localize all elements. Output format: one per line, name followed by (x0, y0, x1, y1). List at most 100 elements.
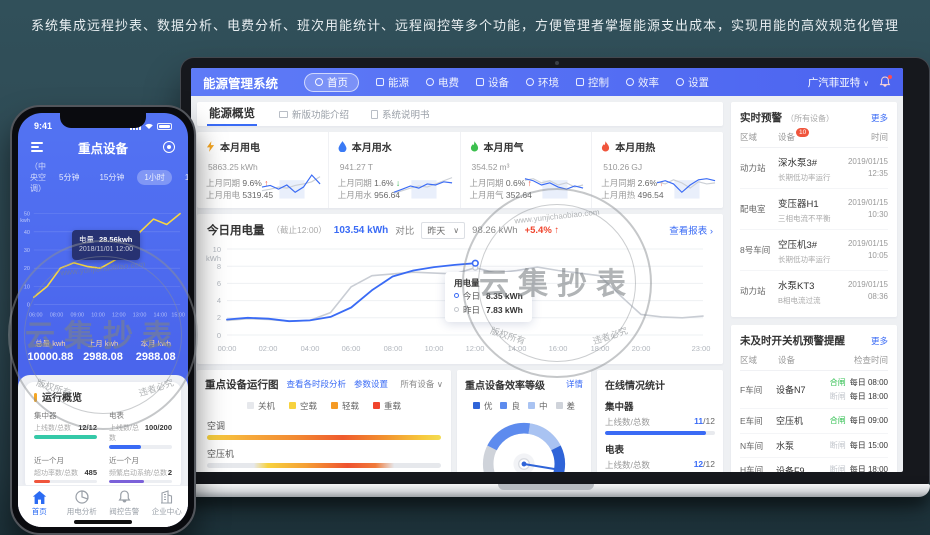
laptop-screen: 能源管理系统 首页 能源 电费 设备 环境 控制 效率 设置 广汽菲亚特 ∨ (191, 68, 903, 472)
nav-item-fee[interactable]: 电费 (426, 75, 459, 90)
stat-card-water[interactable]: 本月用水 941.27 T 上月同期 1.6% ↓ 上月用水 956.64 (327, 132, 460, 208)
phone-overview-card: 运行概览 集中器 上线数/总数 12/12 电表 上线数/总数 100/200 (25, 382, 181, 490)
run-bar-compressor (207, 462, 441, 468)
stat-total: 总量 kwh 10000.88 (27, 339, 74, 363)
gear-icon[interactable] (162, 141, 175, 153)
filter-15min[interactable]: 15分钟 (99, 173, 125, 182)
switch-row[interactable]: N车间 水泵 断闸 每日 15:00 (740, 434, 888, 459)
notification-dot (888, 75, 892, 79)
svg-text:8: 8 (217, 262, 221, 271)
legend-poor-icon (555, 402, 563, 410)
device-filter-dropdown[interactable]: 所有设备 ∨ (400, 379, 443, 390)
nav-item-efficiency[interactable]: 效率 (626, 75, 659, 90)
run-row-ac[interactable]: 空调 (207, 419, 441, 440)
tab-feature-intro[interactable]: 新版功能介绍 (279, 107, 349, 121)
phone-line-chart: 50 kwh 40 30 20 10 0 06:00 08:00 09:00 1… (18, 198, 188, 336)
view-report-link[interactable]: 查看报表 › (669, 226, 713, 238)
chart-tooltip: 用电量 今日 8.35 kWh 昨日 7.83 kWh (445, 271, 532, 323)
legend-off-icon (246, 402, 254, 410)
param-settings-link[interactable]: 参数设置 (354, 379, 389, 390)
efficiency-gauge (482, 422, 566, 472)
stat-card-gas[interactable]: 本月用气 354.52 m³ 上月同期 0.6% ↑ 上月用气 352.64 (459, 132, 592, 208)
nav-item-home[interactable]: 首页 (304, 72, 360, 92)
alert-row[interactable]: 动力站 深水泵3# 长期低功率运行 2019/01/15 12:35 (740, 148, 888, 189)
company-dropdown[interactable]: 广汽菲亚特 ∨ (807, 76, 869, 89)
filter-1day[interactable]: 1天 (184, 173, 188, 182)
efficiency-card: 重点设备效率等级 详情 优 良 中 差 (457, 369, 591, 472)
nav-item-settings[interactable]: 设置 (676, 75, 709, 90)
alert-row[interactable]: 配电室 变压器H1 三相电流不平衡 2019/01/15 10:30 (740, 189, 888, 230)
svg-text:kwh: kwh (20, 218, 30, 224)
overview-cell-restarts: 近一个月 频繁启动系统/总数 2 (109, 455, 172, 483)
nav-item-device[interactable]: 设备 (476, 75, 509, 90)
today-marker (471, 259, 479, 267)
svg-text:50: 50 (24, 212, 30, 218)
nav-item-environment[interactable]: 环境 (526, 75, 559, 90)
online-item-meter[interactable]: 电表 上线数/总数 12/12 (605, 442, 715, 472)
svg-text:40: 40 (24, 230, 30, 236)
energy-icon (376, 78, 385, 86)
yesterday-legend-dot (454, 306, 459, 312)
tab-energy-overview[interactable]: 能源概览 (207, 102, 257, 126)
stat-value: 510.26 GJ (603, 162, 643, 172)
tab-power-analysis[interactable]: 用电分析 (61, 490, 104, 517)
phone-nav-bar: 重点设备 (18, 135, 188, 159)
app-title: 能源管理系统 (203, 76, 279, 91)
svg-text:10:00: 10:00 (91, 312, 105, 318)
realtime-alert-title: 实时预警 (740, 112, 782, 124)
stat-this-month: 本月 kwh 2988.08 (135, 339, 176, 363)
switch-alert-more-link[interactable]: 更多 (870, 336, 888, 346)
overview-cell-overpower: 近一个月 超功率数/总数 485 (34, 455, 97, 483)
water-drop-icon (338, 141, 347, 152)
phone-page-title: 重点设备 (77, 141, 128, 156)
alert-row[interactable]: 动力站 水泵KT3 B相电流过流 2019/01/15 08:36 (740, 280, 888, 305)
bottom-cards-row: 重点设备运行图 查看各时段分析 参数设置 所有设备 ∨ 关机 空载 轻载 重载 (197, 369, 723, 472)
filter-5min[interactable]: 5分钟 (59, 173, 80, 182)
filter-1hour[interactable]: 1小时 (137, 170, 172, 185)
run-bar-ac (207, 434, 441, 440)
phone-stats-row: 总量 kwh 10000.88 上月 kwh 2988.08 本月 kwh 2988.… (18, 336, 188, 371)
home-indicator (74, 520, 132, 524)
svg-text:10: 10 (213, 245, 221, 254)
control-icon (576, 78, 585, 86)
delta-value: +5.4% ↑ (524, 224, 560, 236)
realtime-alert-more-link[interactable]: 更多 (870, 113, 888, 123)
menu-icon[interactable] (31, 140, 43, 155)
close-switch-tag: 合闸 (829, 378, 846, 387)
laptop-bezel: 能源管理系统 首页 能源 电费 设备 环境 控制 效率 设置 广汽菲亚特 ∨ (180, 57, 930, 484)
open-switch-tag: 断闸 (829, 440, 846, 450)
compare-select[interactable]: 昨天 ∨ (421, 221, 466, 239)
efficiency-detail-link[interactable]: 详情 (565, 379, 583, 390)
tab-home[interactable]: 首页 (18, 490, 61, 517)
phone-chart-tooltip: 电量 28.56kwh 2018/11/01 12:00 (72, 230, 140, 260)
stat-card-electricity[interactable]: 本月用电 5863.25 kWh 上月同期 9.6% ↑ 上月用电 5319.45 (197, 132, 328, 208)
nav-item-energy[interactable]: 能源 (376, 75, 409, 90)
efficiency-legend: 优 良 中 差 (465, 400, 583, 412)
pie-chart-icon (75, 490, 89, 504)
online-item-concentrator[interactable]: 集中器 上线数/总数 11/12 (605, 399, 715, 435)
sparkline-heat (656, 177, 716, 199)
svg-text:12:00: 12:00 (112, 312, 126, 318)
online-stats-title: 在线情况统计 (605, 380, 665, 392)
overview-cell-meter: 电表 上线数/总数 100/200 (109, 410, 172, 449)
nav-item-control[interactable]: 控制 (576, 75, 609, 90)
close-switch-tag: 合闸 (829, 416, 846, 426)
wifi-icon (145, 123, 153, 129)
tab-system-manual[interactable]: 系统说明书 (371, 107, 430, 121)
notification-bell-icon[interactable] (879, 75, 892, 88)
switch-row[interactable]: H车间 设备F9 断闸 每日 18:00 (740, 458, 888, 472)
switch-row[interactable]: E车间 空压机 合闸 每日 09:00 (740, 409, 888, 434)
svg-text:08:00: 08:00 (384, 344, 403, 353)
alert-count-badge: 10 (796, 128, 810, 137)
run-row-compressor[interactable]: 空压机 (207, 447, 441, 468)
svg-text:0: 0 (217, 331, 221, 340)
legend-idle-icon (288, 402, 296, 410)
svg-text:18:00: 18:00 (591, 344, 610, 353)
switch-row[interactable]: F车间 设备N7 合闸 每日 08:00 断闸 每日 18:00 (740, 371, 888, 410)
period-analysis-link[interactable]: 查看各时段分析 (286, 379, 347, 390)
tab-valve-alarm[interactable]: 阀控告警 (103, 490, 146, 517)
tab-enterprise-center[interactable]: 企业中心 (146, 490, 189, 517)
stat-card-heat[interactable]: 本月用热 510.26 GJ 上月同期 2.6% ↑ 上月用热 496.54 (591, 132, 723, 208)
efficiency-icon (626, 78, 635, 86)
alert-row[interactable]: 8号车间 空压机3# 长期低功率运行 2019/01/15 10:05 (740, 230, 888, 271)
